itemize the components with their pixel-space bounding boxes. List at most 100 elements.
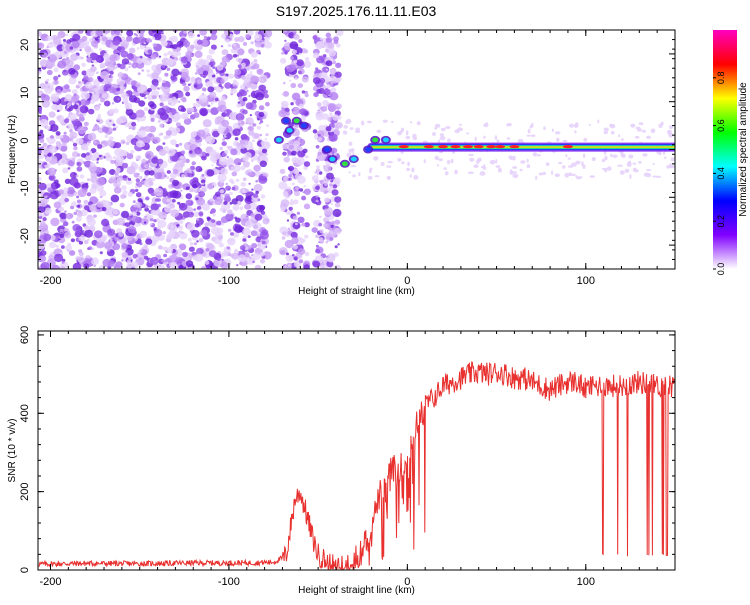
faint-mark bbox=[416, 121, 421, 126]
noise-mark bbox=[124, 222, 131, 228]
noise-mark bbox=[111, 102, 115, 105]
noise-mark bbox=[230, 166, 235, 171]
noise-mark bbox=[147, 49, 153, 54]
noise-mark bbox=[218, 242, 224, 248]
noise-mark bbox=[233, 43, 237, 47]
noise-mark bbox=[332, 208, 342, 218]
noise-mark bbox=[66, 106, 70, 109]
noise-mark bbox=[170, 75, 178, 82]
noise-mark bbox=[232, 81, 239, 88]
noise-mark bbox=[191, 161, 196, 166]
noise-mark bbox=[114, 64, 118, 69]
noise-mark bbox=[126, 153, 134, 160]
noise-mark bbox=[63, 137, 68, 141]
noise-mark bbox=[63, 84, 70, 90]
noise-mark bbox=[84, 147, 89, 151]
noise-mark bbox=[57, 60, 67, 69]
faint-mark bbox=[628, 154, 634, 159]
noise-mark bbox=[75, 209, 79, 212]
noise-mark bbox=[170, 35, 178, 43]
noise-mark bbox=[293, 34, 300, 40]
noise-mark bbox=[39, 234, 45, 239]
noise-mark bbox=[106, 139, 114, 147]
noise-mark bbox=[181, 231, 184, 234]
noise-mark bbox=[172, 168, 179, 175]
noise-mark bbox=[260, 120, 264, 124]
noise-mark bbox=[233, 30, 241, 35]
noise-mark bbox=[247, 235, 251, 239]
noise-mark bbox=[291, 182, 295, 186]
faint-mark bbox=[369, 168, 372, 174]
noise-mark bbox=[281, 51, 285, 55]
noise-mark bbox=[245, 102, 254, 110]
noise-mark bbox=[244, 220, 253, 228]
noise-mark bbox=[143, 57, 152, 66]
noise-mark bbox=[315, 195, 319, 198]
noise-mark bbox=[301, 76, 309, 83]
noise-mark bbox=[52, 36, 62, 45]
noise-mark bbox=[251, 139, 256, 143]
noise-mark bbox=[168, 37, 173, 41]
noise-mark bbox=[204, 222, 210, 227]
noise-mark bbox=[211, 71, 215, 76]
noise-mark bbox=[158, 133, 162, 137]
faint-mark bbox=[485, 122, 489, 125]
noise-mark bbox=[178, 230, 183, 234]
noise-mark bbox=[210, 44, 217, 50]
snr-panel: -200 -100 0 100 0 200 400 600 Height of straight… bbox=[7, 326, 676, 596]
noise-mark bbox=[213, 259, 223, 267]
noise-mark bbox=[295, 222, 298, 226]
noise-mark bbox=[69, 46, 74, 50]
noise-mark bbox=[325, 68, 328, 71]
noise-mark bbox=[41, 99, 51, 108]
noise-mark bbox=[292, 222, 301, 230]
noise-mark bbox=[149, 218, 154, 222]
noise-mark bbox=[46, 69, 53, 76]
noise-mark bbox=[264, 255, 268, 258]
noise-mark bbox=[165, 175, 170, 180]
noise-mark bbox=[66, 56, 70, 61]
faint-mark bbox=[407, 161, 410, 167]
noise-mark bbox=[78, 114, 84, 119]
noise-mark bbox=[220, 167, 229, 176]
noise-mark bbox=[265, 133, 269, 137]
noise-mark bbox=[135, 257, 139, 260]
noise-mark bbox=[226, 246, 231, 250]
noise-mark bbox=[222, 138, 226, 141]
noise-mark bbox=[158, 96, 163, 100]
noise-mark bbox=[98, 154, 102, 158]
noise-mark bbox=[101, 36, 108, 42]
noise-mark bbox=[190, 131, 197, 138]
noise-mark bbox=[224, 149, 229, 154]
noise-mark bbox=[193, 211, 200, 217]
noise-mark bbox=[216, 106, 223, 112]
noise-mark bbox=[131, 62, 138, 69]
noise-mark bbox=[135, 82, 142, 88]
noise-mark bbox=[193, 112, 200, 118]
noise-mark bbox=[202, 70, 209, 76]
noise-mark bbox=[247, 126, 253, 131]
faint-mark bbox=[473, 164, 479, 169]
faint-mark bbox=[628, 160, 632, 164]
noise-mark bbox=[121, 251, 129, 258]
noise-mark bbox=[185, 199, 192, 206]
noise-mark bbox=[295, 157, 298, 161]
noise-mark bbox=[258, 52, 261, 55]
faint-mark bbox=[609, 123, 614, 127]
faint-mark bbox=[349, 127, 354, 130]
noise-mark bbox=[134, 165, 137, 169]
faint-mark bbox=[630, 123, 636, 127]
noise-mark bbox=[149, 256, 159, 265]
noise-mark bbox=[239, 143, 243, 147]
noise-mark bbox=[227, 43, 232, 48]
noise-mark bbox=[60, 135, 64, 139]
noise-mark bbox=[336, 106, 340, 110]
noise-mark bbox=[172, 190, 182, 199]
noise-mark bbox=[285, 111, 290, 116]
noise-mark bbox=[70, 189, 75, 195]
noise-mark bbox=[250, 75, 260, 84]
noise-mark bbox=[280, 249, 286, 255]
noise-mark bbox=[116, 118, 123, 125]
noise-mark bbox=[87, 178, 91, 182]
faint-mark bbox=[610, 131, 615, 135]
